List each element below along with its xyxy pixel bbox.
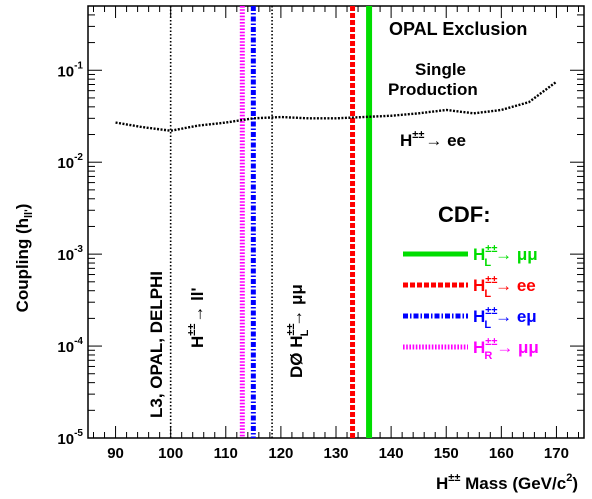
lep-channel-label: H±±→ ll' xyxy=(186,287,207,348)
single-label: Single xyxy=(415,60,466,79)
lep-experiments-label: L3, OPAL, DELPHI xyxy=(147,271,166,418)
y-tick-label: 10-2 xyxy=(57,152,83,172)
legend-label: H±± L → μμ xyxy=(473,243,538,269)
x-tick-label: 150 xyxy=(434,445,459,462)
x-tick-label: 170 xyxy=(544,445,569,462)
x-tick-label: 90 xyxy=(107,445,124,462)
cdf-legend: H±± L → μμ H±± L → ee H±± L → eμ H±± R → μμ xyxy=(403,243,539,362)
x-axis-label: H±± Mass (GeV/c2) xyxy=(436,472,578,493)
x-tick-label: 140 xyxy=(379,445,404,462)
y-tick-label: 10-1 xyxy=(57,60,83,80)
opal-title: OPAL Exclusion xyxy=(389,19,527,39)
x-tick-label: 100 xyxy=(158,445,183,462)
x-tick-label: 160 xyxy=(489,445,514,462)
legend-label: H±± L → ee xyxy=(473,274,536,300)
opal-channel-label: H±±→ ee xyxy=(400,129,466,150)
x-tick-label: 130 xyxy=(323,445,348,462)
y-axis-label: Coupling (hll') xyxy=(13,204,35,313)
y-tick-label: 10-3 xyxy=(57,244,83,264)
x-tick-label: 110 xyxy=(214,445,238,462)
x-tick-label: 120 xyxy=(268,445,293,462)
cdf-title: CDF: xyxy=(438,202,491,227)
production-label: Production xyxy=(388,80,478,99)
y-tick-label: 10-5 xyxy=(57,428,83,448)
opal-exclusion-curve xyxy=(115,80,558,132)
y-tick-label: 10-4 xyxy=(57,336,83,356)
legend-label: H±± L → eμ xyxy=(473,305,537,331)
legend-label: H±± R → μμ xyxy=(473,336,539,362)
d0-label: DØ H±± L→ μμ xyxy=(285,284,311,378)
